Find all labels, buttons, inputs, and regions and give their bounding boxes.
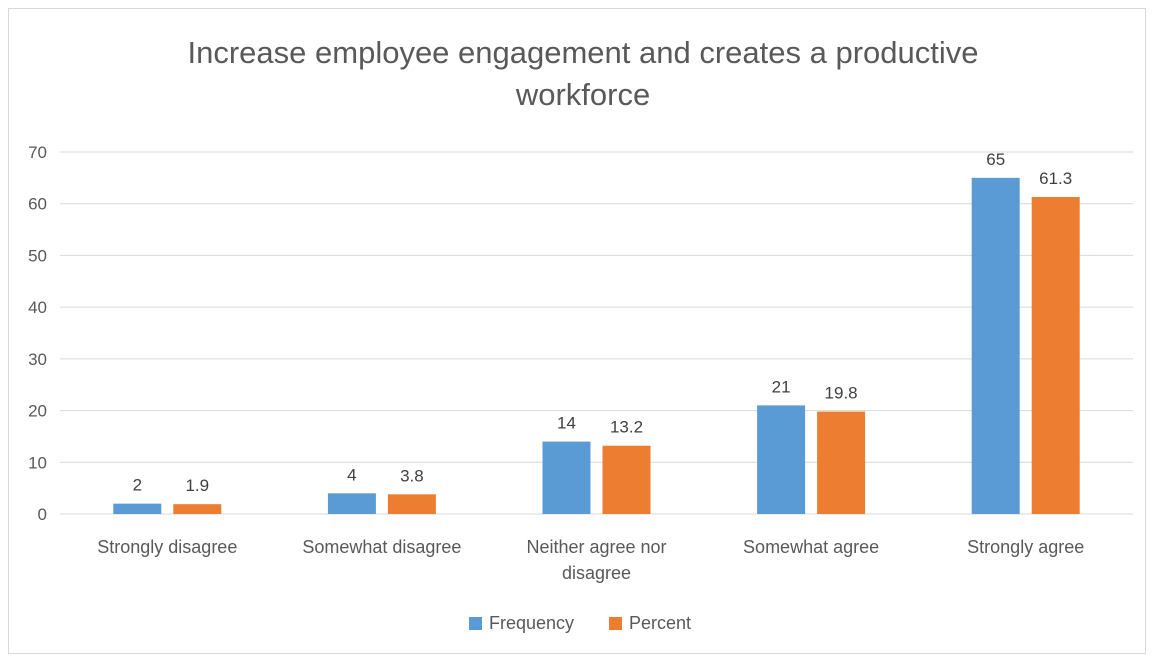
data-labels: 2 1.9 4 3.8 14 13.2 21 19.8 65 61.3 xyxy=(133,150,1073,495)
data-label: 61.3 xyxy=(1039,169,1072,188)
x-category-label: disagree xyxy=(562,563,631,583)
gridlines xyxy=(60,151,1133,515)
bar-frequency-1 xyxy=(327,493,376,514)
data-label: 2 xyxy=(133,476,142,495)
legend-label-percent: Percent xyxy=(629,613,691,633)
data-label: 3.8 xyxy=(400,466,424,485)
chart-frame xyxy=(8,8,1146,654)
bar-frequency-0 xyxy=(113,503,162,514)
bars xyxy=(113,177,1080,514)
data-label: 14 xyxy=(557,414,576,433)
y-tick-label: 20 xyxy=(28,402,47,421)
legend-label-frequency: Frequency xyxy=(489,613,574,633)
y-tick-label: 30 xyxy=(28,350,47,369)
data-label: 1.9 xyxy=(185,476,209,495)
bar-percent-1 xyxy=(387,494,436,514)
bar-frequency-4 xyxy=(971,177,1020,514)
legend-swatch-frequency xyxy=(469,617,482,630)
chart-title-line: Increase employee engagement and creates… xyxy=(188,35,979,70)
bar-percent-2 xyxy=(602,445,651,514)
bar-frequency-3 xyxy=(757,405,806,514)
bar-percent-0 xyxy=(173,504,222,514)
chart-title-line: workforce xyxy=(515,77,650,112)
legend-swatch-percent xyxy=(609,617,622,630)
data-label: 4 xyxy=(347,465,356,484)
x-category-label: Strongly disagree xyxy=(97,537,237,557)
bar-percent-3 xyxy=(817,411,866,514)
x-category-label: Neither agree nor xyxy=(526,537,666,557)
chart-title: Increase employee engagement and creates… xyxy=(188,35,979,112)
y-tick-label: 50 xyxy=(28,246,47,265)
y-tick-label: 60 xyxy=(28,195,47,214)
y-tick-label: 40 xyxy=(28,298,47,317)
data-label: 19.8 xyxy=(825,384,858,403)
data-label: 65 xyxy=(986,150,1005,169)
data-label: 13.2 xyxy=(610,418,643,437)
y-tick-label: 10 xyxy=(28,453,47,472)
x-category-label: Strongly agree xyxy=(967,537,1084,557)
x-axis-categories: Strongly disagree Somewhat disagree Neithe… xyxy=(97,537,1084,583)
data-label: 21 xyxy=(772,377,791,396)
y-axis-ticks: 0 10 20 30 40 50 60 70 xyxy=(28,143,47,524)
bar-frequency-2 xyxy=(542,441,591,514)
bar-percent-4 xyxy=(1031,196,1080,514)
y-tick-label: 70 xyxy=(28,143,47,162)
x-category-label: Somewhat agree xyxy=(743,537,879,557)
legend: Frequency Percent xyxy=(469,613,691,633)
x-category-label: Somewhat disagree xyxy=(302,537,461,557)
y-tick-label: 0 xyxy=(38,505,47,524)
